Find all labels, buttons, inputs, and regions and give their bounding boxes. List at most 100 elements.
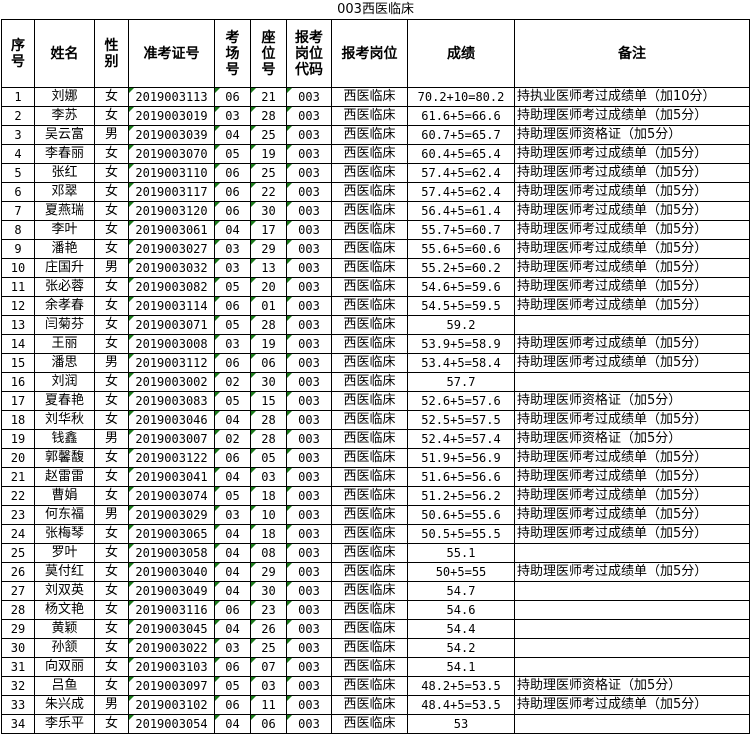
cell-room-no[interactable]: 03 [214,638,251,658]
cell-seq[interactable]: 30 [1,638,35,658]
cell-post[interactable]: 西医临床 [331,239,408,259]
cell-gender[interactable]: 女 [94,87,129,107]
cell-seq[interactable]: 14 [1,334,35,354]
cell-post[interactable]: 西医临床 [331,562,408,582]
cell-ticket-no[interactable]: 2019003002 [128,372,215,392]
cell-ticket-no[interactable]: 2019003112 [128,353,215,373]
cell-seat-no[interactable]: 22 [250,182,287,202]
cell-post-code[interactable]: 003 [286,391,332,411]
cell-post[interactable]: 西医临床 [331,277,408,297]
cell-seat-no[interactable]: 11 [250,695,287,715]
cell-seat-no[interactable]: 13 [250,258,287,278]
cell-post-code[interactable]: 003 [286,429,332,449]
cell-gender[interactable]: 女 [94,600,129,620]
cell-room-no[interactable]: 05 [214,315,251,335]
header-score[interactable]: 成绩 [407,19,515,88]
cell-remark[interactable]: 持助理医师考过成绩单（加5分） [513,562,750,582]
cell-post-code[interactable]: 003 [286,220,332,240]
cell-remark[interactable] [513,600,750,620]
cell-name[interactable]: 闫菊芬 [34,315,95,335]
cell-ticket-no[interactable]: 2019003041 [128,467,215,487]
cell-remark[interactable]: 持助理医师资格证（加5分） [513,125,750,145]
cell-room-no[interactable]: 04 [214,220,251,240]
cell-name[interactable]: 张必蓉 [34,277,95,297]
cell-remark[interactable] [513,315,750,335]
cell-remark[interactable]: 持助理医师考过成绩单（加5分） [513,448,750,468]
cell-gender[interactable]: 女 [94,182,129,202]
cell-post[interactable]: 西医临床 [331,581,408,601]
cell-post[interactable]: 西医临床 [331,619,408,639]
cell-seat-no[interactable]: 06 [250,714,287,734]
cell-name[interactable]: 何东福 [34,505,95,525]
cell-post[interactable]: 西医临床 [331,334,408,354]
cell-name[interactable]: 钱鑫 [34,429,95,449]
cell-seat-no[interactable]: 28 [250,315,287,335]
cell-room-no[interactable]: 03 [214,239,251,259]
cell-gender[interactable]: 女 [94,657,129,677]
cell-gender[interactable]: 男 [94,695,129,715]
cell-score[interactable]: 55.7+5=60.7 [407,220,515,240]
cell-room-no[interactable]: 06 [214,600,251,620]
cell-score[interactable]: 56.4+5=61.4 [407,201,515,221]
header-post-code[interactable]: 报考岗位代码 [286,19,332,88]
cell-ticket-no[interactable]: 2019003070 [128,144,215,164]
cell-seq[interactable]: 33 [1,695,35,715]
cell-gender[interactable]: 女 [94,562,129,582]
cell-room-no[interactable]: 04 [214,619,251,639]
cell-remark[interactable]: 持助理医师考过成绩单（加5分） [513,296,750,316]
cell-ticket-no[interactable]: 2019003071 [128,315,215,335]
cell-room-no[interactable]: 03 [214,258,251,278]
cell-post-code[interactable]: 003 [286,524,332,544]
cell-seat-no[interactable]: 07 [250,657,287,677]
cell-remark[interactable]: 持助理医师考过成绩单（加5分） [513,106,750,126]
cell-score[interactable]: 54.1 [407,657,515,677]
cell-post-code[interactable]: 003 [286,562,332,582]
cell-room-no[interactable]: 06 [214,87,251,107]
cell-seq[interactable]: 11 [1,277,35,297]
cell-gender[interactable]: 女 [94,486,129,506]
cell-seat-no[interactable]: 06 [250,353,287,373]
cell-seq[interactable]: 18 [1,410,35,430]
cell-room-no[interactable]: 05 [214,144,251,164]
cell-score[interactable]: 52.4+5=57.4 [407,429,515,449]
cell-ticket-no[interactable]: 2019003113 [128,87,215,107]
cell-ticket-no[interactable]: 2019003040 [128,562,215,582]
cell-remark[interactable]: 持助理医师考过成绩单（加5分） [513,467,750,487]
header-remark[interactable]: 备注 [513,19,750,88]
cell-score[interactable]: 60.4+5=65.4 [407,144,515,164]
cell-seq[interactable]: 25 [1,543,35,563]
cell-post[interactable]: 西医临床 [331,448,408,468]
cell-name[interactable]: 李春丽 [34,144,95,164]
cell-gender[interactable]: 女 [94,410,129,430]
cell-post-code[interactable]: 003 [286,448,332,468]
cell-name[interactable]: 刘润 [34,372,95,392]
cell-room-no[interactable]: 04 [214,410,251,430]
cell-ticket-no[interactable]: 2019003083 [128,391,215,411]
cell-seq[interactable]: 28 [1,600,35,620]
cell-post-code[interactable]: 003 [286,486,332,506]
cell-score[interactable]: 55.2+5=60.2 [407,258,515,278]
cell-seq[interactable]: 4 [1,144,35,164]
cell-ticket-no[interactable]: 2019003058 [128,543,215,563]
cell-seat-no[interactable]: 29 [250,239,287,259]
cell-room-no[interactable]: 05 [214,277,251,297]
cell-seq[interactable]: 34 [1,714,35,734]
cell-post-code[interactable]: 003 [286,296,332,316]
cell-remark[interactable] [513,638,750,658]
cell-remark[interactable]: 持助理医师资格证（加5分） [513,676,750,696]
cell-ticket-no[interactable]: 2019003007 [128,429,215,449]
cell-room-no[interactable]: 04 [214,714,251,734]
cell-remark[interactable]: 持助理医师考过成绩单（加5分） [513,239,750,259]
cell-seq[interactable]: 29 [1,619,35,639]
cell-name[interactable]: 潘思 [34,353,95,373]
cell-ticket-no[interactable]: 2019003008 [128,334,215,354]
cell-post[interactable]: 西医临床 [331,372,408,392]
cell-remark[interactable] [513,581,750,601]
cell-ticket-no[interactable]: 2019003065 [128,524,215,544]
cell-remark[interactable]: 持助理医师考过成绩单（加5分） [513,505,750,525]
cell-seat-no[interactable]: 29 [250,562,287,582]
cell-seq[interactable]: 26 [1,562,35,582]
cell-gender[interactable]: 男 [94,505,129,525]
cell-score[interactable]: 51.6+5=56.6 [407,467,515,487]
cell-room-no[interactable]: 06 [214,448,251,468]
